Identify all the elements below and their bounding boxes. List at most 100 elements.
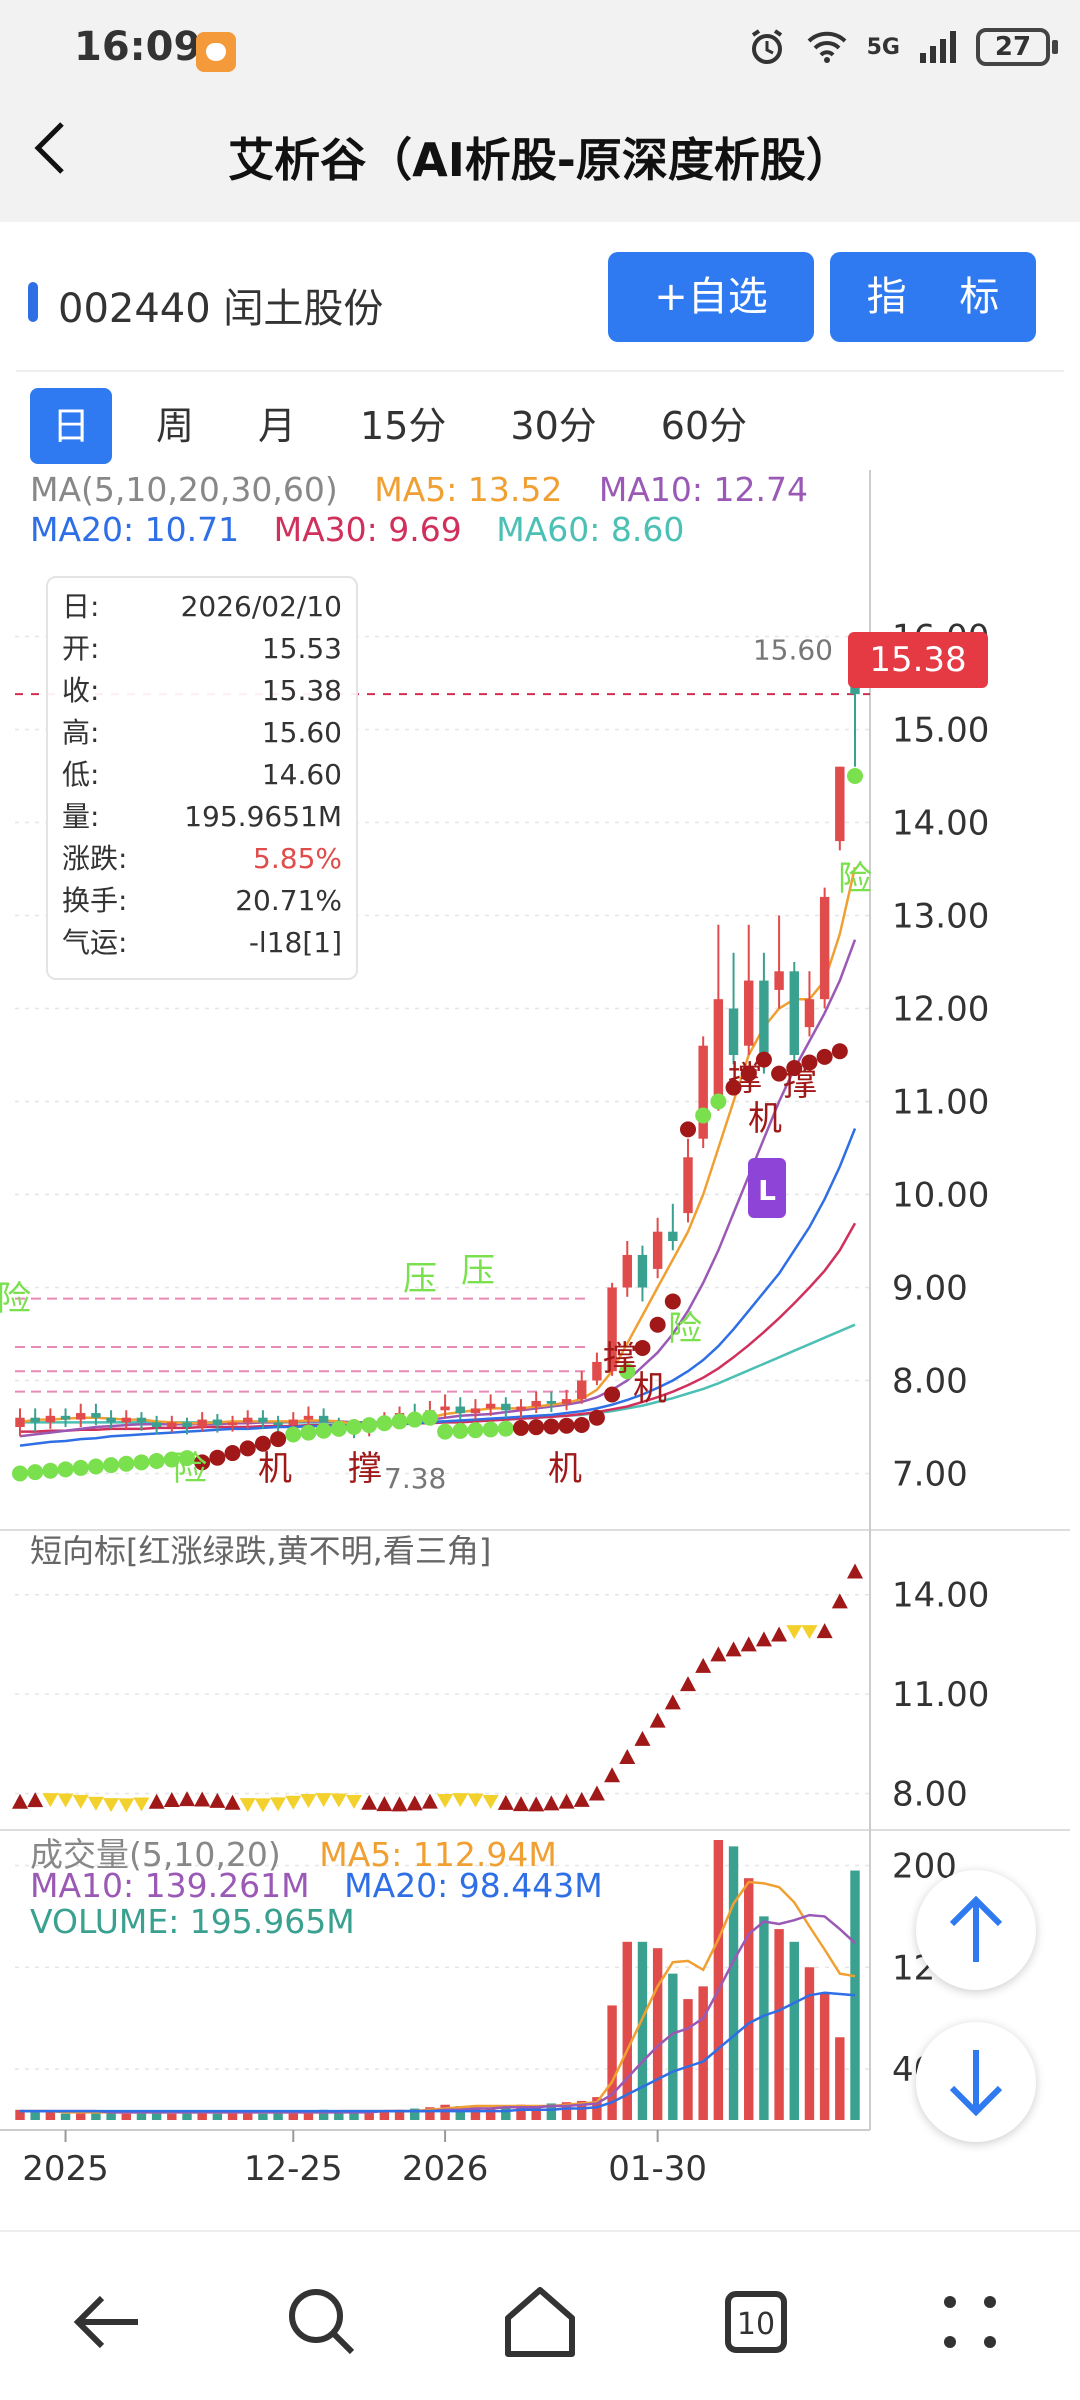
- volume-bar: [819, 1992, 830, 2120]
- home-icon: [505, 2287, 575, 2357]
- ma5-legend: MA5: 13.52: [374, 470, 563, 509]
- volume-bar: [197, 2112, 207, 2120]
- signal-dot: [680, 1121, 696, 1138]
- y-tick-label: 14.00: [892, 804, 989, 844]
- volume-bar: [516, 2104, 526, 2120]
- volume-value-legend: VOLUME: 195.965M: [30, 1902, 355, 1941]
- back-button[interactable]: [30, 118, 110, 198]
- volume-bar: [728, 1846, 739, 2120]
- signal-dot: [467, 1422, 484, 1439]
- signal-dot: [209, 1449, 226, 1466]
- candle-body: [698, 1045, 708, 1139]
- low-marker: 7.38: [384, 1462, 446, 1495]
- volume-bar: [759, 1916, 769, 2120]
- signal-dot: [346, 1419, 362, 1435]
- signal-label: 机: [633, 1369, 667, 1409]
- volume-bar: [167, 2113, 177, 2120]
- nav-back-button[interactable]: [58, 2272, 158, 2372]
- info-row-open: 开: 15.53: [62, 632, 342, 665]
- signal-dot: [42, 1462, 59, 1479]
- tab-60min[interactable]: 60分: [660, 404, 748, 448]
- indicator-triangle-up: [179, 1791, 195, 1807]
- candle-body: [622, 1254, 632, 1288]
- tab-week[interactable]: 周: [156, 404, 195, 448]
- kline-chart[interactable]: 16.0015.0014.0013.0012.0011.0010.009.008…: [0, 470, 1080, 2190]
- candle-body: [197, 1419, 207, 1427]
- indicator-triangle-up: [740, 1636, 757, 1652]
- volume-bar: [668, 1973, 678, 2120]
- indicator-triangle-neutral: [118, 1798, 135, 1813]
- battery-icon: 27: [976, 28, 1058, 66]
- ma60-legend: MA60: 8.60: [496, 510, 685, 549]
- signal-dot: [300, 1424, 317, 1441]
- x-tick-label: 2025: [22, 2149, 109, 2189]
- ma-legend-title: MA(5,10,20,30,60): [30, 470, 338, 509]
- indicator-triangle-up: [406, 1795, 423, 1811]
- signal-dot: [285, 1426, 302, 1443]
- candle-body: [76, 1413, 86, 1420]
- signal-dot: [634, 1339, 651, 1356]
- divider: [16, 370, 1064, 372]
- volume-bar: [774, 1929, 784, 2120]
- volume-bar: [652, 1948, 663, 2120]
- arrow-left-icon: [73, 2295, 138, 2349]
- nav-tabs-button[interactable]: 10: [706, 2272, 806, 2372]
- add-favorite-button[interactable]: +自选: [608, 252, 814, 342]
- signal-label: 撑: [728, 1059, 762, 1099]
- indicator-triangle-up: [513, 1796, 529, 1812]
- scroll-down-button[interactable]: [916, 2022, 1036, 2142]
- vol-ma10-legend: MA10: 139.261M: [30, 1866, 310, 1905]
- chart-canvas[interactable]: 16.0015.0014.0013.0012.0011.0010.009.008…: [0, 470, 1080, 2190]
- scroll-up-button[interactable]: [916, 1870, 1036, 1990]
- y-tick-label: 11.00: [892, 1083, 989, 1123]
- candle-body: [819, 896, 830, 1000]
- volume-bar: [303, 2111, 314, 2120]
- candle-body: [60, 1415, 71, 1420]
- signal-dot: [330, 1420, 347, 1437]
- volume-bar: [394, 2109, 405, 2120]
- candle-body: [728, 1008, 739, 1055]
- app-notification-icon: [196, 32, 236, 72]
- page-title: 艾析谷（AI析股-原深度析股）: [228, 133, 852, 187]
- info-row-turnover: 换手: 20.71%: [62, 884, 342, 917]
- signal-dot: [725, 1079, 742, 1096]
- signal-dot: [194, 1454, 211, 1471]
- signal-dot: [163, 1451, 180, 1468]
- tab-15min[interactable]: 15分: [360, 404, 447, 448]
- vol-ma20-legend: MA20: 98.443M: [344, 1866, 603, 1905]
- signal-dot: [361, 1417, 378, 1434]
- indicator-triangle-up: [619, 1749, 636, 1765]
- indicator-triangle-up: [361, 1794, 378, 1810]
- volume-bar: [212, 2113, 223, 2120]
- signal-dot: [27, 1464, 44, 1481]
- volume-bar: [45, 2111, 56, 2120]
- alarm-icon: [751, 29, 782, 64]
- indicator-triangle-neutral: [786, 1625, 803, 1640]
- nav-search-button[interactable]: [272, 2272, 372, 2372]
- indicator-triangle-up: [573, 1791, 590, 1807]
- indicator-triangle-neutral: [300, 1794, 317, 1809]
- signal-dot: [740, 1065, 757, 1082]
- indicator-triangle-up: [588, 1785, 605, 1801]
- nav-bar: 艾析谷（AI析股-原深度析股）: [0, 94, 1080, 222]
- volume-bar: [258, 2113, 268, 2120]
- candle-body: [774, 971, 784, 990]
- nav-menu-button[interactable]: [920, 2272, 1020, 2372]
- signal-dot: [376, 1415, 393, 1432]
- signal-dot: [437, 1423, 454, 1440]
- volume-bar: [243, 2112, 253, 2120]
- indicator-triangle-up: [634, 1730, 651, 1746]
- signal-label: 压: [461, 1251, 495, 1291]
- indicator-triangle-up: [209, 1792, 226, 1808]
- info-row-high: 高: 15.60: [62, 716, 342, 749]
- signal-dot: [72, 1459, 89, 1476]
- volume-bar: [440, 2104, 450, 2120]
- volume-bar: [470, 2107, 481, 2120]
- nav-home-button[interactable]: [490, 2272, 590, 2372]
- tab-30min[interactable]: 30分: [510, 404, 597, 448]
- volume-bar: [106, 2112, 116, 2120]
- tab-month[interactable]: 月: [258, 404, 297, 448]
- tab-day[interactable]: 日: [30, 388, 113, 464]
- indicator-triangle-up: [27, 1792, 44, 1808]
- indicator-button[interactable]: 指 标: [830, 252, 1036, 342]
